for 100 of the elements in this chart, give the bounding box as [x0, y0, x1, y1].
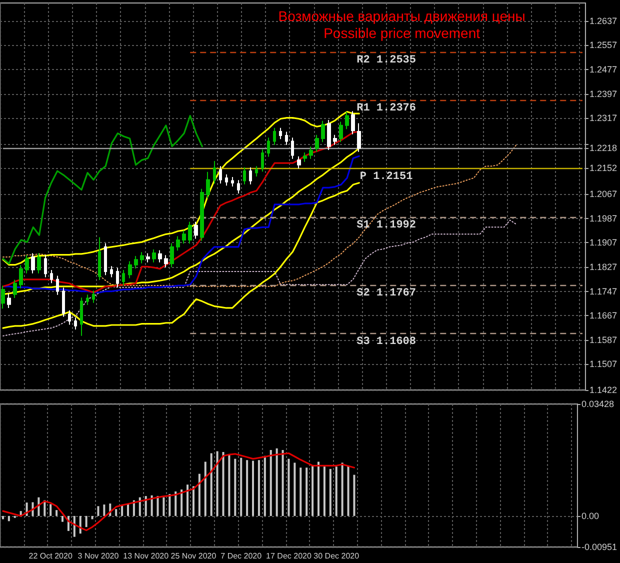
- candlestick: [44, 254, 47, 278]
- bar: [318, 462, 320, 516]
- y-tick-label: 1.1587: [589, 334, 618, 345]
- candlestick: [231, 176, 234, 187]
- y-tick-label: 1.2397: [589, 88, 618, 99]
- ref-line-label: S1 1.1992: [356, 219, 416, 232]
- candlestick: [7, 292, 11, 308]
- bar: [126, 504, 129, 516]
- y-tick-label: 1.2152: [589, 163, 618, 174]
- chart-title: Возможные варианты движения цены: [278, 8, 526, 24]
- candlestick: [110, 266, 113, 278]
- x-tick-label: 3 Nov 2020: [78, 552, 120, 560]
- bar: [347, 466, 350, 516]
- bar: [234, 458, 236, 516]
- candlestick: [104, 242, 107, 276]
- bar: [144, 496, 147, 516]
- candlestick: [92, 290, 95, 304]
- bar: [335, 466, 338, 516]
- bar: [85, 516, 88, 528]
- candlestick: [351, 110, 355, 135]
- candlestick: [37, 252, 41, 274]
- bar: [294, 462, 296, 516]
- candlestick: [315, 134, 319, 152]
- bar: [276, 448, 278, 516]
- y-tick-label: 1.2557: [589, 40, 618, 50]
- bar: [252, 460, 254, 516]
- y-tick-label: 0.00: [581, 510, 599, 521]
- y-tick-label: 1.1907: [589, 238, 618, 248]
- bar: [341, 462, 344, 516]
- line-series: [2, 114, 203, 264]
- candlestick: [333, 134, 337, 146]
- candlestick: [140, 252, 144, 264]
- bar: [121, 505, 124, 516]
- candlestick: [194, 221, 198, 240]
- bar: [204, 462, 206, 516]
- candlestick: [122, 270, 125, 286]
- text: Possible price movement: [324, 25, 480, 41]
- bar: [323, 466, 326, 516]
- x-tick-label: 13 Nov 2020: [123, 552, 170, 560]
- bar: [156, 496, 159, 516]
- candlestick: [152, 248, 156, 263]
- ref-line-label: R2 1.2535: [356, 54, 416, 66]
- ref-line-label: P 1.2151: [360, 171, 414, 184]
- x-tick-label: 17 Dec 2020: [266, 552, 312, 560]
- line-series: [2, 452, 356, 532]
- y-tick-label: 1.2637: [589, 16, 618, 26]
- candlestick: [158, 250, 162, 263]
- bar: [168, 494, 171, 516]
- candlestick: [249, 166, 252, 185]
- candlestick: [13, 279, 17, 298]
- bar: [186, 484, 189, 516]
- y-tick-label: 1.1747: [589, 286, 618, 296]
- candlestick: [327, 119, 331, 151]
- bar: [56, 510, 58, 516]
- y-tick-label: 1.1422: [589, 385, 618, 395]
- y-tick-label: 1.2477: [589, 64, 618, 75]
- bar: [2, 516, 4, 520]
- y-tick-label: 1.2067: [589, 189, 618, 200]
- candlestick: [182, 230, 186, 244]
- bar: [300, 468, 302, 516]
- candlestick: [176, 236, 180, 252]
- candlestick: [134, 256, 138, 269]
- y-tick-label: 1.2218: [589, 143, 618, 154]
- candlestick: [255, 166, 258, 177]
- candlestick: [200, 188, 204, 242]
- candlestick: [285, 131, 288, 146]
- candlestick: [345, 112, 349, 130]
- bar: [62, 516, 64, 522]
- line-series: [2, 144, 517, 287]
- x-tick-label: 25 Nov 2020: [170, 552, 217, 560]
- candlestick: [206, 171, 210, 199]
- y-tick-label: 1.1827: [589, 262, 618, 272]
- candlestick: [339, 121, 343, 143]
- bar: [216, 451, 218, 516]
- x-tick-label: 30 Dec 2020: [314, 552, 360, 560]
- candlestick: [31, 252, 35, 274]
- bar: [329, 468, 332, 516]
- candlestick: [50, 270, 53, 284]
- bar: [306, 468, 308, 516]
- bar: [150, 495, 153, 516]
- ref-line-label: S3 1.1608: [356, 336, 416, 348]
- bar: [240, 458, 242, 516]
- candlestick: [25, 254, 29, 274]
- candlestick: [303, 152, 307, 162]
- bar: [222, 452, 224, 516]
- candlestick: [116, 267, 119, 288]
- x-tick-label: 7 Dec 2020: [220, 552, 262, 560]
- candlestick: [297, 156, 301, 170]
- candlestick: [1, 285, 5, 310]
- candlestick: [188, 221, 192, 244]
- candlestick: [291, 137, 294, 160]
- bar: [174, 491, 177, 516]
- candlestick: [19, 264, 23, 289]
- candlestick: [128, 260, 132, 279]
- candlestick: [279, 127, 282, 140]
- candlestick: [261, 148, 264, 172]
- candlestick: [68, 310, 71, 326]
- candlestick: [219, 166, 222, 184]
- y-tick-label: 0.03428: [581, 399, 614, 409]
- bar: [312, 466, 314, 516]
